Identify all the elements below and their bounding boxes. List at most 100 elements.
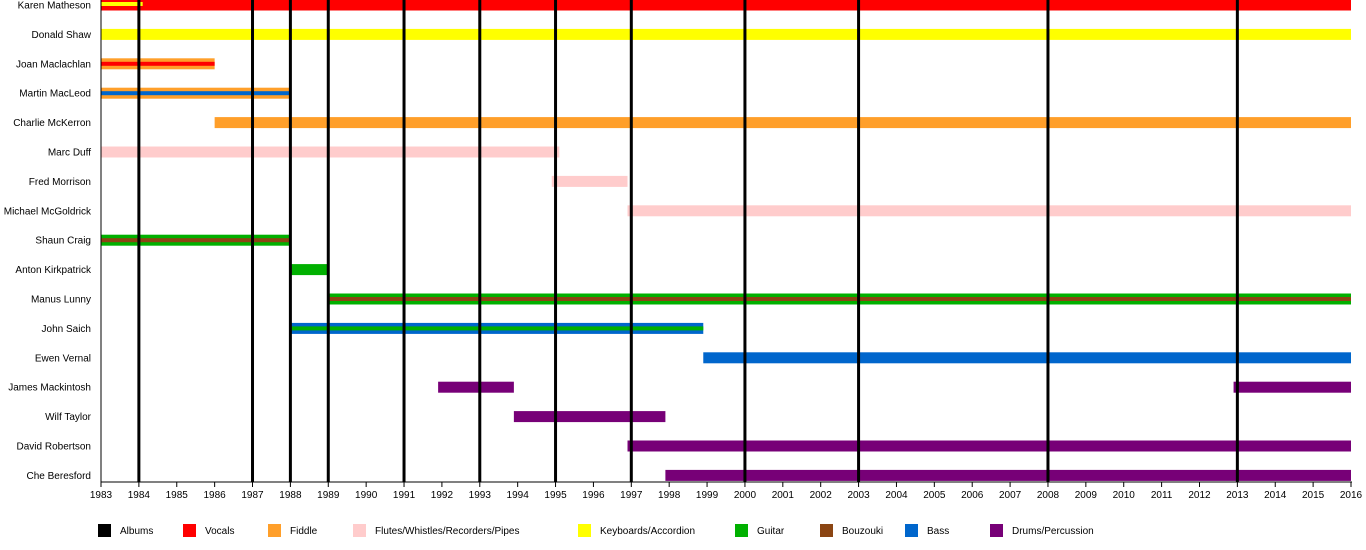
legend-swatch: [905, 524, 918, 537]
bar-karen-matheson-vocals: [101, 0, 1351, 11]
member-label: Charlie McKerron: [13, 118, 91, 129]
x-axis: 1983 1984 1985 1986 1987 1988 1989 1990 1991 1992…: [90, 0, 1363, 501]
x-tick-label: 1989: [317, 490, 340, 501]
bar-james-mackintosh-drums-percussion: [438, 381, 514, 393]
member-row-david-robertson: [627, 440, 1351, 452]
member-label: Wilf Taylor: [45, 412, 92, 423]
member-label: Shaun Craig: [35, 236, 91, 247]
legend-swatch: [353, 524, 366, 537]
x-tick-label: 2016: [1340, 490, 1363, 501]
legend-swatch: [98, 524, 111, 537]
legend-swatch: [578, 524, 591, 537]
bar-che-beresford-drums-percussion: [665, 469, 1351, 481]
member-label: Martin MacLeod: [19, 89, 91, 100]
member-label: Michael McGoldrick: [4, 206, 92, 217]
legend-label: Vocals: [205, 526, 234, 537]
bar-john-saich-guitar: [290, 326, 704, 331]
legend-swatch: [990, 524, 1003, 537]
legend-label: Drums/Percussion: [1012, 526, 1094, 537]
x-tick-label: 2001: [772, 490, 795, 501]
bar-marc-duff-flutes-whistles-recorders-pipes: [101, 146, 560, 158]
member-row-james-mackintosh: [438, 381, 1351, 393]
legend-label: Albums: [120, 526, 153, 537]
member-label: Karen Matheson: [18, 1, 91, 12]
bar-james-mackintosh-drums-percussion: [1233, 381, 1351, 393]
legend-swatch: [735, 524, 748, 537]
legend-item-keyboards-accordion: Keyboards/Accordion: [578, 524, 695, 537]
member-row-anton-kirkpatrick: [290, 264, 329, 276]
x-tick-label: 2005: [923, 490, 946, 501]
legend-item-flutes-whistles-recorders-pipes: Flutes/Whistles/Recorders/Pipes: [353, 524, 520, 537]
legend-swatch: [268, 524, 281, 537]
legend-item-vocals: Vocals: [183, 524, 234, 537]
x-tick-label: 2007: [999, 490, 1022, 501]
legend-item-albums: Albums: [98, 524, 153, 537]
member-label: Fred Morrison: [29, 177, 91, 188]
member-row-manus-lunny: [328, 293, 1352, 305]
legend-label: Keyboards/Accordion: [600, 526, 695, 537]
member-row-ewen-vernal: [703, 352, 1351, 364]
x-tick-label: 2008: [1037, 490, 1060, 501]
member-row-martin-macleod: [101, 87, 291, 99]
member-row-john-saich: [290, 322, 704, 334]
x-tick-label: 1991: [393, 490, 416, 501]
legend-item-guitar: Guitar: [735, 524, 785, 537]
x-tick-label: 1987: [241, 490, 264, 501]
member-label: Anton Kirkpatrick: [15, 265, 92, 276]
member-row-charlie-mckerron: [214, 117, 1352, 129]
x-tick-label: 2003: [847, 490, 870, 501]
bar-wilf-taylor-drums-percussion: [513, 411, 666, 423]
member-row-karen-matheson: [101, 0, 1351, 11]
legend-label: Bass: [927, 526, 949, 537]
bar-shaun-craig-bouzouki: [101, 238, 291, 243]
member-label: David Robertson: [17, 442, 91, 453]
bar-manus-lunny-bouzouki: [328, 297, 1352, 301]
member-row-che-beresford: [665, 469, 1351, 481]
member-label: Che Beresford: [27, 471, 91, 482]
legend-item-bouzouki: Bouzouki: [820, 524, 883, 537]
x-tick-label: 1999: [696, 490, 719, 501]
bar-david-robertson-drums-percussion: [627, 440, 1351, 452]
x-tick-label: 1983: [90, 490, 113, 501]
bar-charlie-mckerron-fiddle: [214, 117, 1352, 129]
x-tick-label: 1995: [544, 490, 567, 501]
member-row-joan-maclachlan: [101, 58, 215, 70]
member-row-marc-duff: [101, 146, 560, 158]
member-row-donald-shaw: [101, 28, 1351, 40]
x-tick-label: 1984: [128, 490, 151, 501]
legend-label: Guitar: [757, 526, 785, 537]
x-tick-label: 2002: [810, 490, 833, 501]
x-tick-label: 2013: [1226, 490, 1249, 501]
x-tick-label: 1992: [431, 490, 454, 501]
x-tick-label: 1990: [355, 490, 378, 501]
member-label: Ewen Vernal: [35, 353, 91, 364]
x-tick-label: 1996: [582, 490, 605, 501]
bar-donald-shaw-keyboards-accordion: [101, 28, 1351, 40]
member-label: John Saich: [42, 324, 91, 335]
bar-michael-mcgoldrick-flutes-whistles-recorders-pipes: [627, 205, 1351, 217]
x-tick-label: 2012: [1188, 490, 1211, 501]
x-tick-label: 1997: [620, 490, 643, 501]
bar-anton-kirkpatrick-guitar: [290, 264, 329, 276]
member-row-fred-morrison: [551, 175, 628, 187]
bar-joan-maclachlan-vocals: [101, 61, 215, 66]
x-tick-label: 2004: [885, 490, 908, 501]
member-row-shaun-craig: [101, 234, 291, 246]
legend: Albums Vocals Fiddle Flutes/Whistles/Record…: [98, 524, 1094, 537]
x-tick-label: 2010: [1113, 490, 1136, 501]
member-row-michael-mcgoldrick: [627, 205, 1351, 217]
x-tick-label: 2015: [1302, 490, 1325, 501]
x-tick-label: 1988: [279, 490, 302, 501]
x-tick-label: 2009: [1075, 490, 1098, 501]
legend-label: Fiddle: [290, 526, 318, 537]
legend-label: Bouzouki: [842, 526, 883, 537]
x-tick-label: 1998: [658, 490, 681, 501]
x-tick-label: 2011: [1151, 490, 1173, 501]
x-tick-label: 2006: [961, 490, 984, 501]
member-bars: [101, 0, 1352, 481]
legend-item-drums-percussion: Drums/Percussion: [990, 524, 1094, 537]
member-row-wilf-taylor: [513, 411, 666, 423]
member-label: Manus Lunny: [31, 295, 91, 306]
member-label: Marc Duff: [48, 148, 91, 159]
